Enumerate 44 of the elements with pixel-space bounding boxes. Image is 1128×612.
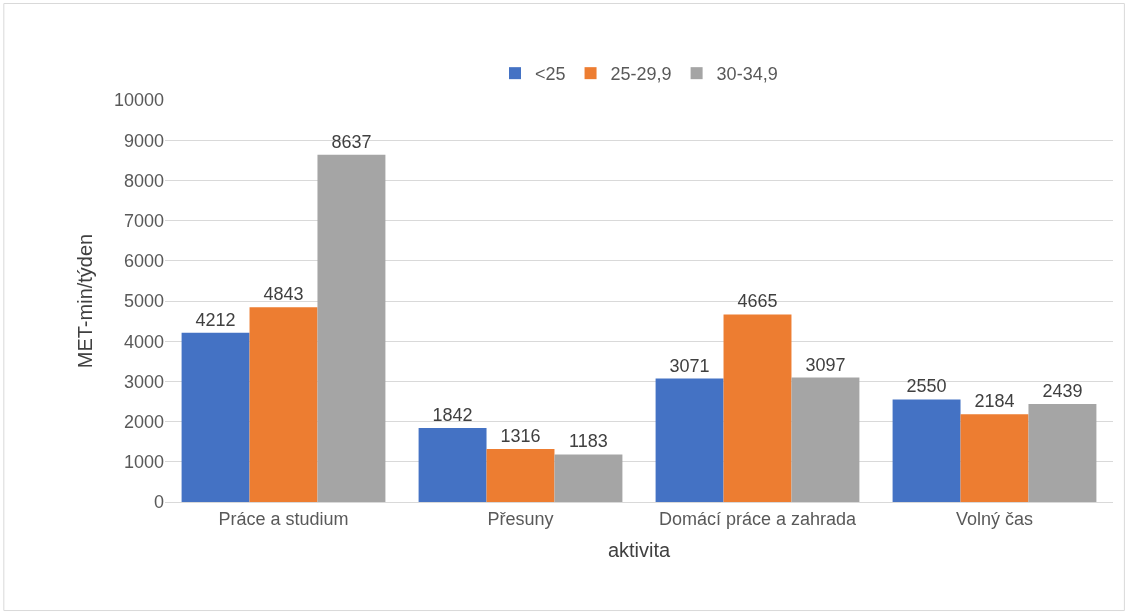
data-label: 3071 (669, 355, 710, 376)
bar (486, 449, 555, 502)
y-axis-title: MET-min/týden (74, 233, 97, 369)
data-label: 4843 (263, 284, 304, 305)
data-label: 1183 (569, 431, 608, 452)
data-label: 4212 (195, 309, 236, 330)
x-tick-label: Volný čas (955, 508, 1034, 529)
y-tick-label: 8000 (123, 170, 164, 191)
bar (554, 454, 623, 502)
y-tick-label: 5000 (123, 291, 164, 312)
bar (892, 399, 961, 502)
y-tick-label: 7000 (123, 210, 164, 231)
y-tick-label: 10000 (113, 90, 164, 111)
y-tick-label: 4000 (123, 331, 164, 352)
y-tick-label: 1000 (123, 452, 164, 473)
y-tick-label: 3000 (123, 371, 164, 392)
y-tick-label: 9000 (123, 130, 164, 151)
data-label: 1842 (432, 404, 473, 425)
bar (791, 377, 860, 502)
bar (723, 314, 792, 502)
x-tick-label: Práce a studium (218, 508, 349, 529)
y-tick-label: 2000 (123, 411, 164, 432)
legend-label: 30-34,9 (716, 64, 778, 85)
data-label: 2184 (974, 391, 1015, 412)
bar (418, 427, 487, 502)
data-label: 3097 (805, 354, 846, 375)
data-label: 8637 (331, 131, 372, 152)
data-label: 2550 (906, 376, 947, 397)
data-label: 4665 (737, 291, 778, 312)
legend-label: 25-29,9 (610, 64, 672, 85)
bar (249, 307, 318, 502)
x-tick-label: Přesuny (487, 508, 554, 529)
bar (317, 154, 386, 502)
y-tick-label: 0 (153, 492, 164, 513)
x-axis-title: aktivita (607, 539, 671, 562)
data-label: 2439 (1042, 380, 1083, 401)
bar (655, 378, 724, 502)
legend-label: <25 (535, 64, 566, 85)
y-tick-label: 6000 (123, 251, 164, 272)
bar (181, 332, 250, 502)
x-tick-label: Domácí práce a zahrada (658, 508, 858, 529)
bar (1028, 403, 1097, 502)
bar (960, 414, 1029, 502)
data-label: 1316 (500, 426, 541, 447)
